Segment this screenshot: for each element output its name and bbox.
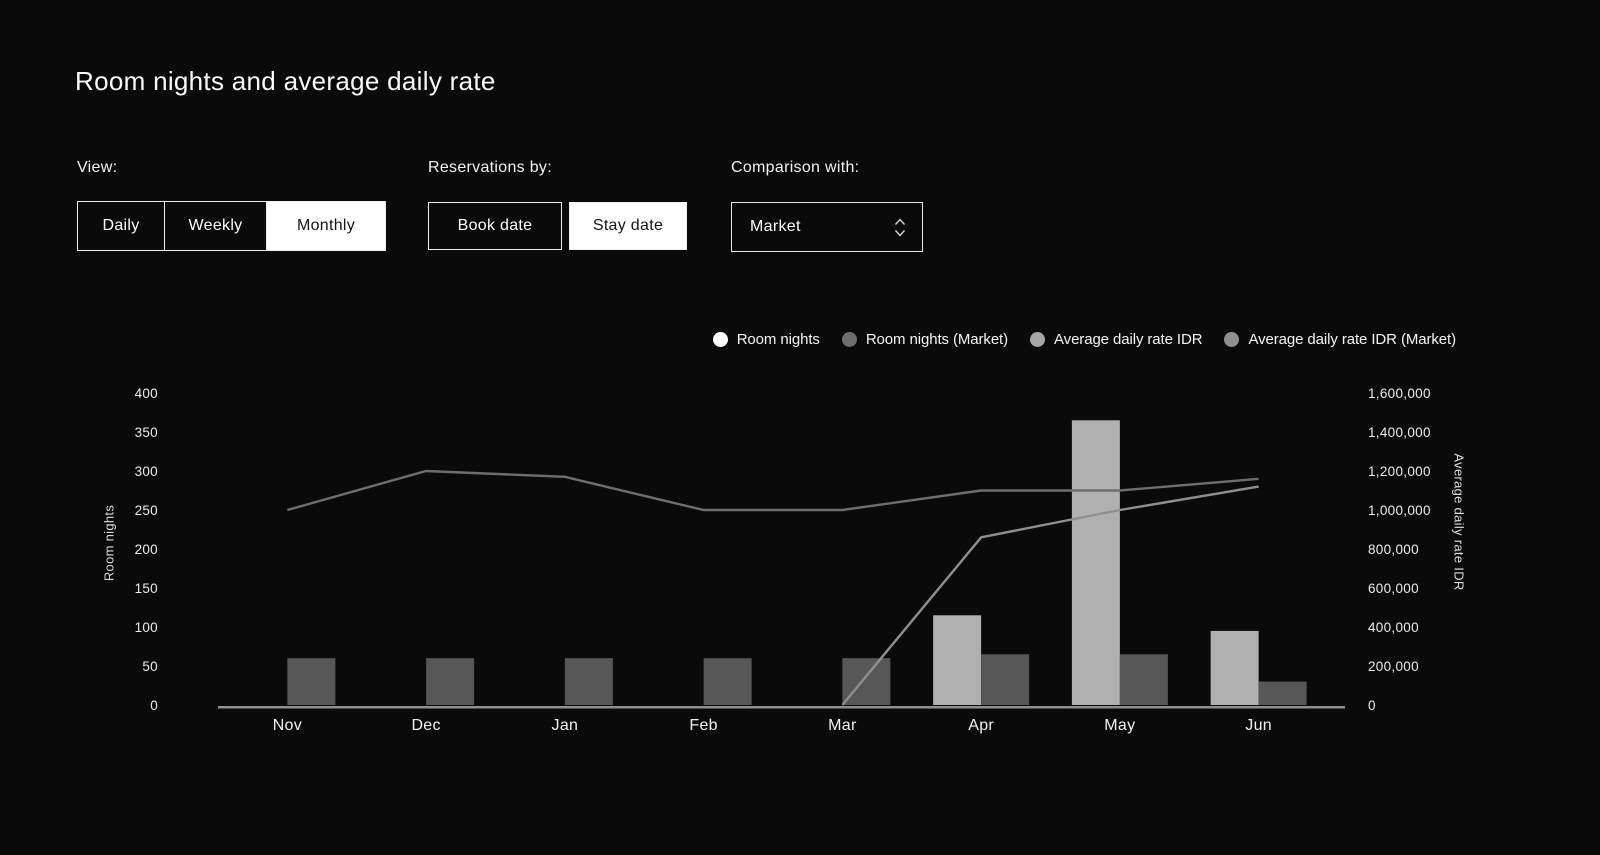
- left-axis-tick: 150: [135, 581, 158, 596]
- left-axis-tick: 0: [150, 698, 158, 713]
- right-axis-tick: 0: [1368, 698, 1376, 713]
- x-axis-line: [218, 706, 1345, 709]
- stay-date-button[interactable]: Stay date: [569, 202, 687, 250]
- view-monthly-button[interactable]: Monthly: [266, 201, 386, 251]
- x-axis-label: Nov: [273, 717, 302, 734]
- bar-room-nights-market: [703, 658, 752, 705]
- right-axis-tick: 400,000: [1368, 620, 1419, 635]
- legend-dot-icon: [841, 332, 857, 347]
- right-axis-tick: 1,600,000: [1368, 386, 1431, 401]
- reservations-by-label: Reservations by:: [428, 159, 552, 176]
- x-axis-label: Apr: [968, 717, 994, 734]
- x-axis-label: May: [1104, 717, 1135, 734]
- x-axis-label: Feb: [689, 717, 717, 734]
- bar-room-nights: [1071, 420, 1120, 705]
- bar-room-nights: [933, 615, 982, 705]
- bar-room-nights-market: [426, 658, 475, 705]
- bar-room-nights-market: [981, 654, 1030, 705]
- view-segmented-control: Daily Weekly Monthly: [77, 201, 386, 251]
- bar-room-nights-market: [287, 658, 336, 705]
- legend-label: Average daily rate IDR (Market): [1248, 331, 1456, 348]
- line-adr-market: [287, 469, 1259, 512]
- x-axis-label: Mar: [828, 717, 857, 734]
- legend-item-adr-market[interactable]: Average daily rate IDR (Market): [1224, 331, 1456, 348]
- left-axis-tick: 200: [135, 542, 158, 557]
- bar-room-nights-market: [564, 658, 613, 705]
- right-axis-tick: 800,000: [1368, 542, 1419, 557]
- book-date-button[interactable]: Book date: [428, 202, 562, 250]
- legend-label: Average daily rate IDR: [1054, 331, 1203, 348]
- comparison-selected-value: Market: [750, 218, 801, 235]
- x-axis-label: Jan: [552, 717, 579, 734]
- x-axis-label: Dec: [411, 717, 440, 734]
- right-axis-tick: 200,000: [1368, 659, 1419, 674]
- chart-legend: Room nights Room nights (Market) Average…: [712, 331, 1456, 348]
- bar-room-nights-market: [1258, 681, 1307, 705]
- bar-room-nights-market: [1119, 654, 1168, 705]
- legend-label: Room nights: [736, 331, 820, 348]
- right-axis-tick: 1,200,000: [1368, 464, 1431, 479]
- page-title: Room nights and average daily rate: [75, 66, 496, 96]
- reservations-by-control: Book date Stay date: [428, 202, 687, 250]
- line-adr: [841, 485, 1259, 706]
- legend-item-adr[interactable]: Average daily rate IDR: [1030, 331, 1203, 348]
- select-updown-chevron-icon: [894, 217, 906, 237]
- comparison-with-label: Comparison with:: [731, 159, 860, 176]
- x-axis-label: Jun: [1245, 717, 1272, 734]
- legend-dot-icon: [712, 332, 728, 347]
- view-label: View:: [77, 159, 118, 176]
- left-axis-tick: 250: [135, 503, 158, 518]
- right-axis-tick: 1,400,000: [1368, 425, 1431, 440]
- right-axis-tick: 1,000,000: [1368, 503, 1431, 518]
- legend-label: Room nights (Market): [865, 331, 1009, 348]
- left-axis-tick: 400: [135, 386, 158, 401]
- bar-room-nights: [1210, 630, 1259, 705]
- left-axis-tick: 50: [142, 659, 158, 674]
- right-axis-tick: 600,000: [1368, 581, 1419, 596]
- legend-item-room-nights[interactable]: Room nights: [712, 331, 820, 348]
- left-axis-tick: 350: [135, 425, 158, 440]
- left-axis-tick: 100: [135, 620, 158, 635]
- left-axis-tick: 300: [135, 464, 158, 479]
- legend-dot-icon: [1030, 332, 1046, 347]
- legend-item-room-nights-market[interactable]: Room nights (Market): [841, 331, 1009, 348]
- legend-dot-icon: [1224, 332, 1240, 347]
- comparison-select[interactable]: Market: [731, 202, 923, 252]
